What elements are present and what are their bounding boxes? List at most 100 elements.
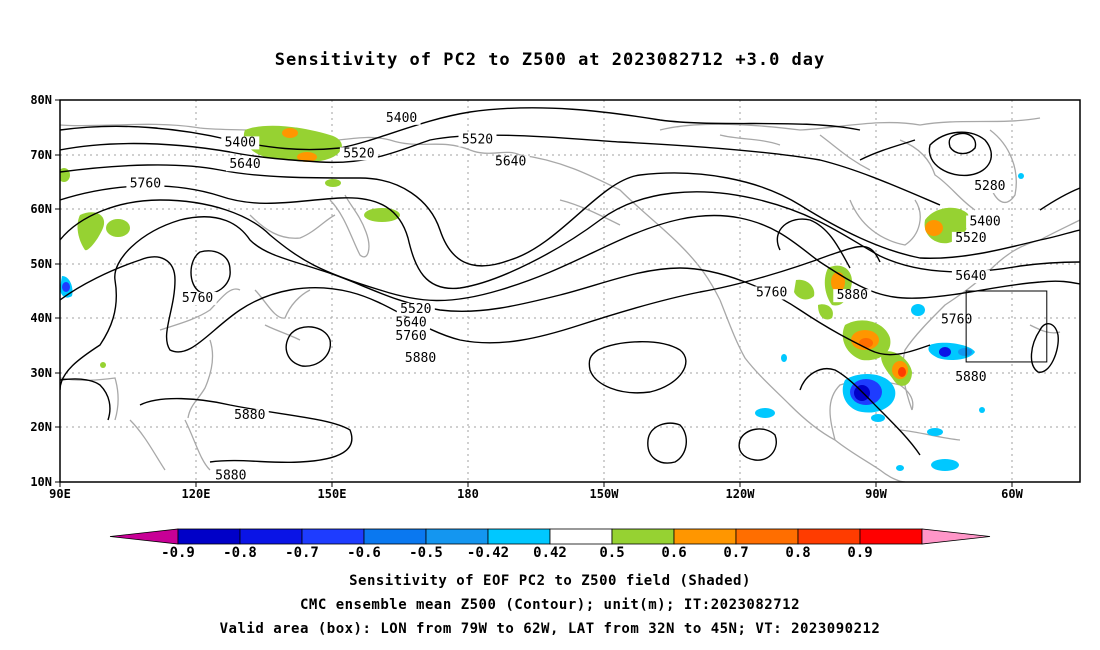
contour-label: 5520: [462, 133, 493, 148]
map-frame: [59, 99, 1081, 483]
contour-label: 5520: [343, 146, 374, 161]
lat-label: 50N: [30, 257, 52, 271]
lat-label: 20N: [30, 420, 52, 434]
colorbar-high-arrow: [921, 528, 991, 545]
contour-label-bg: [458, 133, 497, 147]
contour-label-bg: [951, 371, 990, 385]
z500-contours: [60, 107, 1080, 464]
colorbar-swatch: [177, 528, 241, 545]
colorbar-swatch: [363, 528, 427, 545]
longitude-labels: 90E 120E 150E 180 150W 120W 90W 60W: [49, 487, 1023, 501]
lat-label: 70N: [30, 148, 52, 162]
lat-label: 30N: [30, 366, 52, 380]
contour-labels: 5400552056405760540055205640576055205640…: [60, 111, 1009, 483]
contour-label: 5880: [837, 288, 868, 303]
colorbar-labels: -0.9 -0.8 -0.7 -0.6 -0.5 -0.42 0.42 0.5 0.6 0.7 0.…: [161, 545, 873, 561]
contour-label-bg: [226, 158, 265, 172]
lon-label: 90E: [49, 487, 71, 501]
lon-label: 180: [457, 487, 479, 501]
contour-label: 5520: [955, 231, 986, 246]
contour-label-bg: [178, 291, 217, 305]
colorbar-swatch: [735, 528, 799, 545]
contour-label: 5880: [405, 351, 436, 366]
colorbar-tick-label: -0.9: [161, 545, 195, 561]
contour-label: 5280: [974, 179, 1005, 194]
contour-label-bg: [401, 351, 440, 365]
contour-label: 5880: [215, 468, 246, 483]
lon-label: 60W: [1001, 487, 1023, 501]
colorbar-swatch: [425, 528, 489, 545]
contour-label: 5400: [969, 215, 1000, 230]
colorbar-tick-label: 0.5: [599, 545, 624, 561]
contour-label-bg: [339, 147, 378, 161]
lon-label: 120W: [726, 487, 756, 501]
contour-label-bg: [951, 270, 990, 284]
lat-label: 10N: [30, 475, 52, 489]
contour-label-bg: [211, 469, 250, 482]
contour-label: 5760: [395, 329, 426, 344]
contour-label: 5760: [182, 291, 213, 306]
contour-label-bg: [396, 302, 435, 316]
contour-label: 5400: [225, 135, 256, 150]
contour-label: 5760: [756, 285, 787, 300]
colorbar-tick-label: -0.7: [285, 545, 319, 561]
lat-label: 80N: [30, 93, 52, 107]
colorbar-tick-label: 0.9: [847, 545, 872, 561]
caption-line-1: Sensitivity of EOF PC2 to Z500 field (Sh…: [349, 573, 751, 589]
latitude-labels: 80N 70N 60N 50N 40N 30N 20N 10N: [30, 93, 52, 489]
contour-label-bg: [221, 136, 260, 150]
valid-area-box: [965, 290, 1048, 363]
lat-label: 60N: [30, 202, 52, 216]
lon-label: 150E: [318, 487, 347, 501]
sensitivity-shading: [60, 125, 1024, 471]
colorbar-tick-label: -0.6: [347, 545, 381, 561]
lon-label: 150W: [590, 487, 620, 501]
colorbar-swatch: [611, 528, 675, 545]
contour-label-bg: [833, 289, 872, 303]
colorbar-tick-label: 0.42: [533, 545, 567, 561]
contour-label-bg: [966, 215, 1005, 229]
colorbar-tick-label: 0.6: [661, 545, 686, 561]
lon-label: 90W: [865, 487, 887, 501]
lon-label: 120E: [182, 487, 211, 501]
contour-label-bg: [126, 177, 165, 191]
contour-label-bg: [392, 330, 431, 344]
contour-label: 5640: [229, 157, 260, 172]
colorbar-swatch: [487, 528, 551, 545]
colorbar-swatch: [673, 528, 737, 545]
contour-label: 5640: [955, 269, 986, 284]
colorbar-tick-label: -0.5: [409, 545, 443, 561]
colorbar-tick-label: -0.42: [467, 545, 509, 561]
contour-label-bg: [951, 231, 990, 245]
contour-label-bg: [491, 155, 530, 169]
tick-marks: [55, 99, 1013, 487]
contour-label-bg: [392, 316, 431, 330]
contour-label: 5880: [955, 370, 986, 385]
colorbar-swatch: [301, 528, 365, 545]
lat-label: 40N: [30, 311, 52, 325]
colorbar-tick-label: 0.7: [723, 545, 748, 561]
contour-label: 5400: [386, 111, 417, 126]
contour-label-bg: [970, 180, 1009, 194]
colorbar-swatch: [239, 528, 303, 545]
colorbar: [109, 528, 991, 545]
colorbar-tick-label: 0.8: [785, 545, 810, 561]
colorbar-swatch: [797, 528, 861, 545]
colorbar-swatch: [549, 528, 613, 545]
contour-label: 5520: [400, 302, 431, 317]
contour-label-bg: [230, 409, 269, 423]
contour-label: 5640: [495, 154, 526, 169]
caption-line-2: CMC ensemble mean Z500 (Contour); unit(m…: [299, 597, 800, 613]
colorbar-swatch: [859, 528, 923, 545]
contour-label-bg: [752, 286, 791, 300]
caption-line-3: Valid area (box): LON from 79W to 62W, L…: [219, 621, 881, 637]
colorbar-tick-label: -0.8: [223, 545, 257, 561]
contour-label-bg: [382, 111, 421, 125]
contour-label: 5640: [395, 315, 426, 330]
colorbar-low-arrow: [109, 528, 179, 545]
contour-label: 5880: [234, 408, 265, 423]
contour-label: 5760: [941, 313, 972, 328]
figure-title: Sensitivity of PC2 to Z500 at 2023082712…: [274, 50, 826, 70]
contour-label: 5760: [130, 176, 161, 191]
